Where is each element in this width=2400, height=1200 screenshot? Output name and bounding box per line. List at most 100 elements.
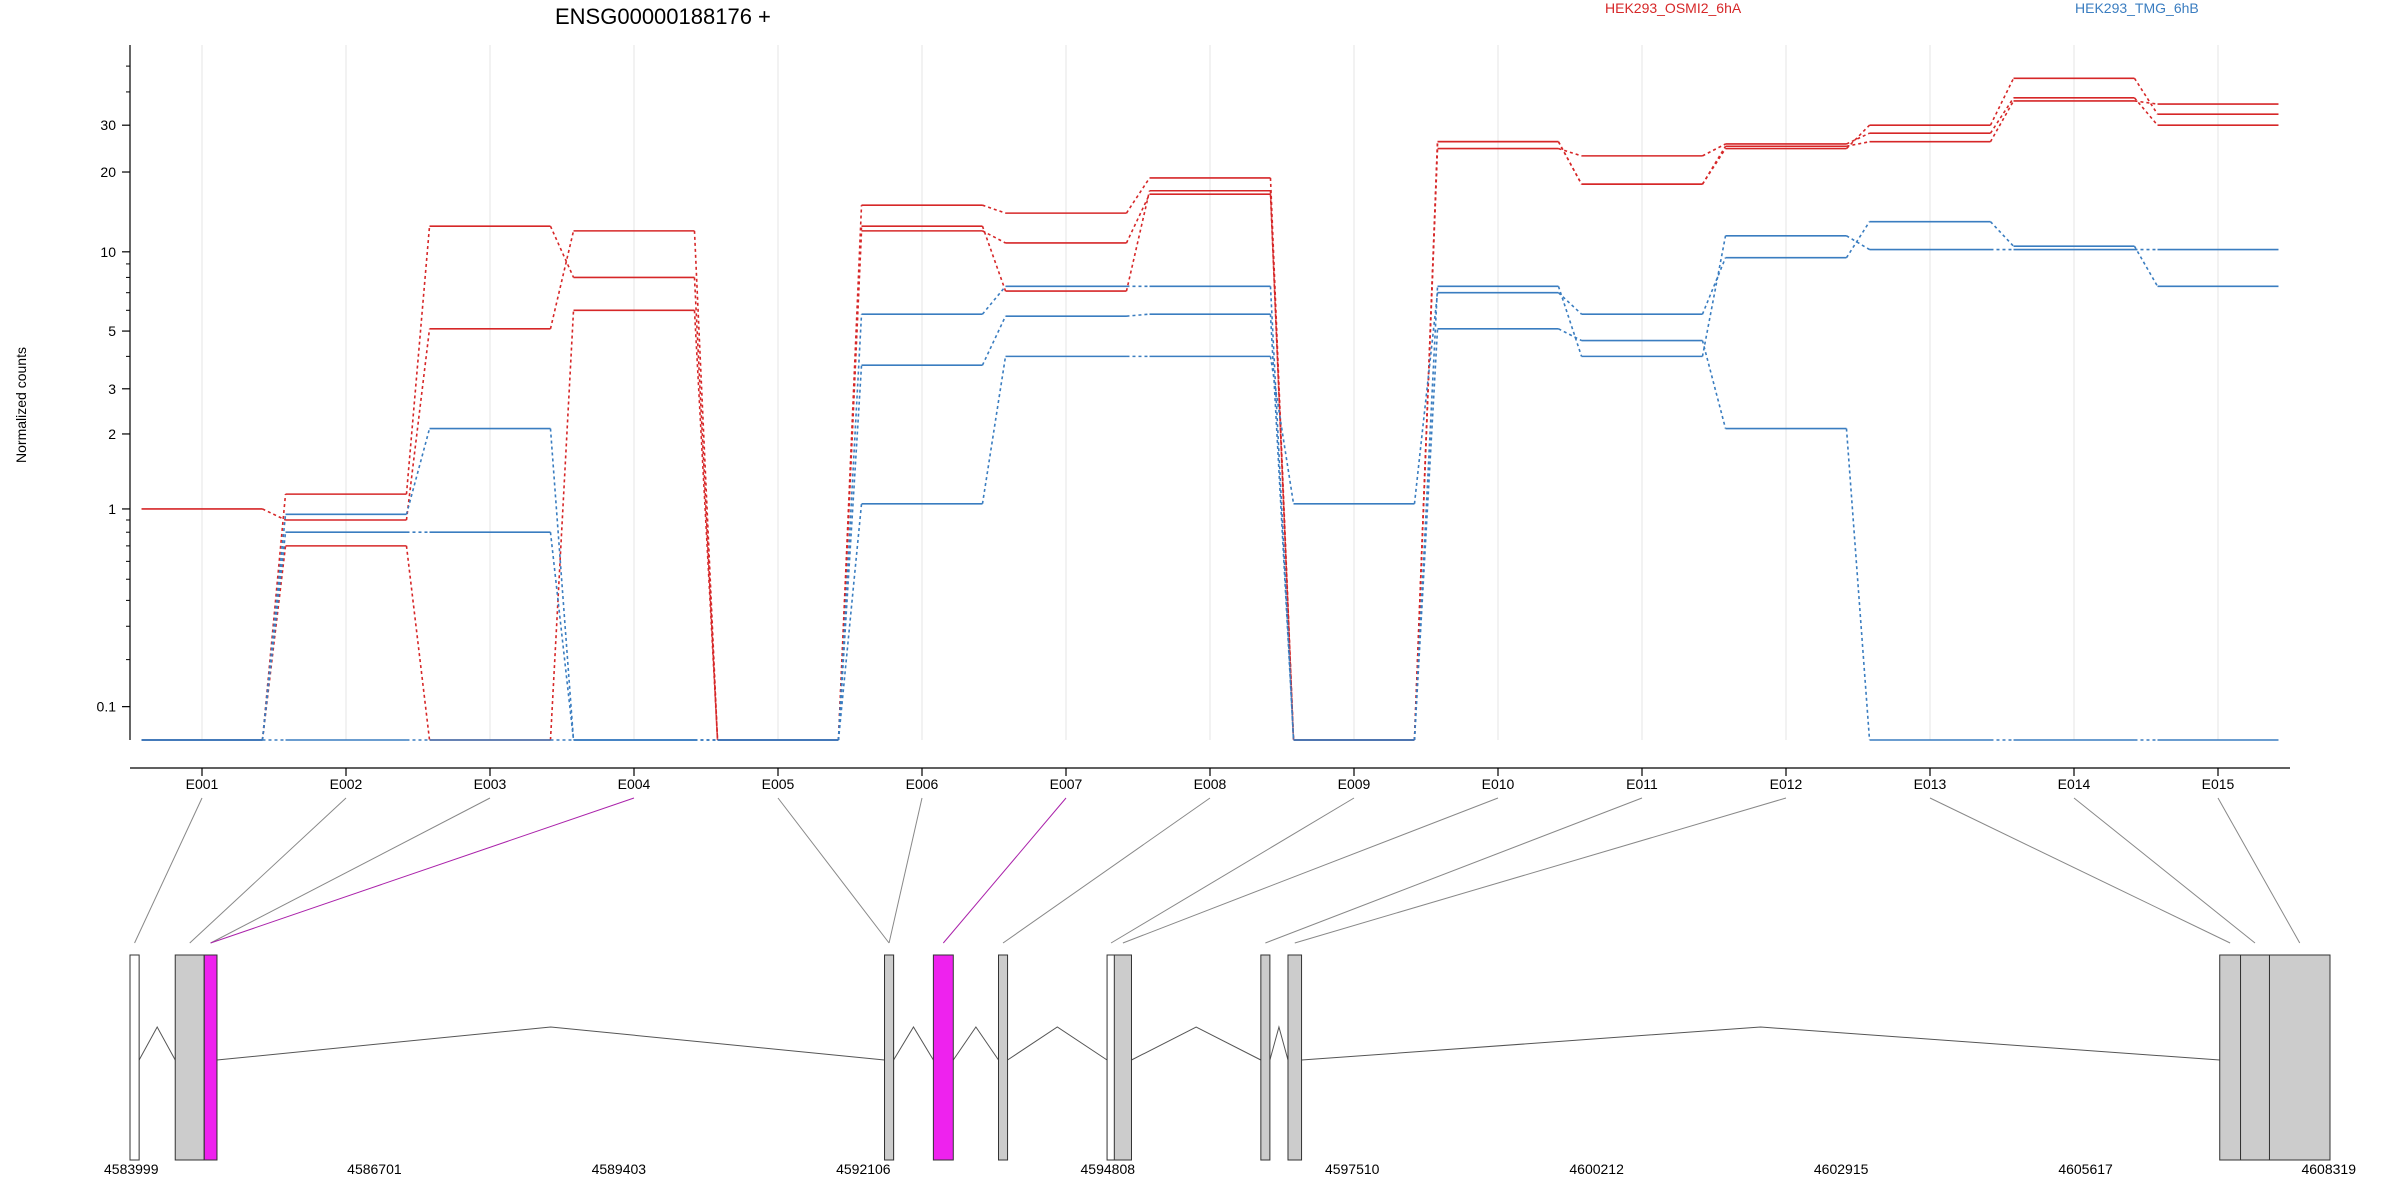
series-0-link-e012 [1845,124,1871,150]
exon-e014 [2240,954,2270,1161]
x-tick-label-e009: E009 [1338,776,1371,792]
series-1-link-e003 [549,225,575,278]
x-axis: E001 E002 E003 E004 E005 E006 E007 E008 E009 E010… [130,767,2290,792]
genomic-tick-label: 4605617 [2058,1161,2113,1177]
series-4-link-e008 [1269,314,1295,741]
genomic-tick-label: 4597510 [1325,1161,1380,1177]
intron-e004-e005 [216,1026,885,1061]
series-1-link-e008 [1269,194,1295,741]
connector-e007 [942,797,1067,944]
genomic-tick-label: 4586701 [347,1161,402,1177]
connector-e010 [1122,797,1499,944]
exon-e012 [1287,954,1303,1161]
series-4-link-e006 [981,315,1007,366]
series-0-link-e006 [982,204,1006,214]
exon-connectors [134,797,2301,944]
connector-e005 [777,797,890,944]
series-3-link-e002 [405,428,431,515]
series-3-link-e005 [837,503,863,741]
connector-e009 [1110,797,1355,944]
series-2-link-e010 [1557,141,1583,185]
series-1-link-e012 [1846,132,1870,145]
series-0-link-e001 [262,508,286,521]
series-5-link-e011 [1701,235,1727,357]
y-axis: 0.1 1 2 3 5 10 20 30 [97,45,131,740]
genomic-tick-label: 4589403 [592,1161,647,1177]
series-4-link-e011 [1701,340,1727,429]
series-3-link-e012 [1845,221,1871,259]
x-tick-label-e006: E006 [906,776,939,792]
gridlines [201,45,2219,740]
series-1-link-e006 [982,230,1006,244]
connector-e015 [2217,797,2301,944]
intron-e007-e008 [952,1026,999,1061]
series-2-link-e009 [1413,141,1439,741]
series-2-link-e003 [549,310,575,741]
genomic-tick-label: 4583999 [104,1161,159,1177]
connector-e012 [1294,797,1787,944]
y-tick-label: 10 [100,244,116,260]
series-2-link-e002 [405,545,431,741]
exon-e011 [1260,954,1271,1161]
series-3-link-e003 [549,428,575,741]
series-lines [141,77,2279,741]
gene-model [129,954,2331,1161]
series-0-link-e009 [1413,141,1439,741]
series-3-link-e001 [261,514,287,741]
intron-e008-e009 [1007,1026,1108,1061]
series-0-link-e004 [693,230,719,741]
x-tick-label-e003: E003 [474,776,507,792]
series-4-link-e001 [261,532,287,741]
connector-e003 [210,797,491,944]
connector-e002 [189,797,347,944]
connector-e013 [1929,797,2231,944]
intron-e001-e002 [138,1025,176,1061]
exon-e008 [998,954,1009,1161]
x-tick-label-e002: E002 [330,776,363,792]
series-5-link-e012 [1846,235,1870,251]
series-1-link-e014 [2133,97,2159,126]
series-4-link-e012 [1845,428,1871,741]
series-3-link-e009 [1413,292,1439,504]
series-2-link-e005 [837,226,863,741]
series-2-link-e006 [981,225,1007,292]
series-3-link-e011 [1701,257,1727,315]
series-1-link-e010 [1558,147,1582,157]
genomic-tick-label: 4602915 [1814,1161,1869,1177]
x-tick-label-e004: E004 [618,776,651,792]
intron-e010-e011 [1131,1026,1262,1061]
series-0-link-e003 [549,230,575,329]
chart-title: ENSG00000188176 + [555,4,771,29]
legend-item-osmi2: HEK293_OSMI2_6hA [1605,0,1742,16]
series-2-link-e008 [1269,190,1295,741]
x-tick-label-e015: E015 [2202,776,2235,792]
series-2-link-e012 [1846,140,1870,148]
x-tick-label-e011: E011 [1626,776,1658,792]
series-1-link-e004 [693,277,719,741]
x-tick-label-e012: E012 [1770,776,1803,792]
x-tick-label-e005: E005 [762,776,795,792]
series-2-link-e013 [1989,100,2015,143]
series-0-link-e002 [405,328,431,521]
connector-e011 [1265,797,1643,944]
series-1-link-e002 [405,226,431,495]
y-tick-label: 0.1 [97,699,117,715]
series-3-link-e013 [1989,221,2015,247]
series-2-link-e007 [1125,190,1151,292]
series-1-link-e007 [1125,193,1151,244]
intron-e012-e013 [1301,1026,2220,1061]
y-tick-label: 2 [108,426,116,442]
intron-e006-e007 [893,1026,934,1061]
y-tick-label: 20 [100,164,116,180]
series-5-link-e010 [1557,286,1583,357]
series-5-link-e008 [1269,286,1295,741]
exon-e002 [174,954,205,1161]
series-0-link-e014 [2133,77,2159,115]
series-1-link-e013 [1989,97,2015,134]
y-tick-label: 30 [100,117,116,133]
series-5-link-e009 [1413,286,1439,741]
genomic-tick-label: 4600212 [1569,1161,1624,1177]
series-3-link-e008 [1269,356,1295,504]
genomic-tick-label: 4592106 [836,1161,891,1177]
